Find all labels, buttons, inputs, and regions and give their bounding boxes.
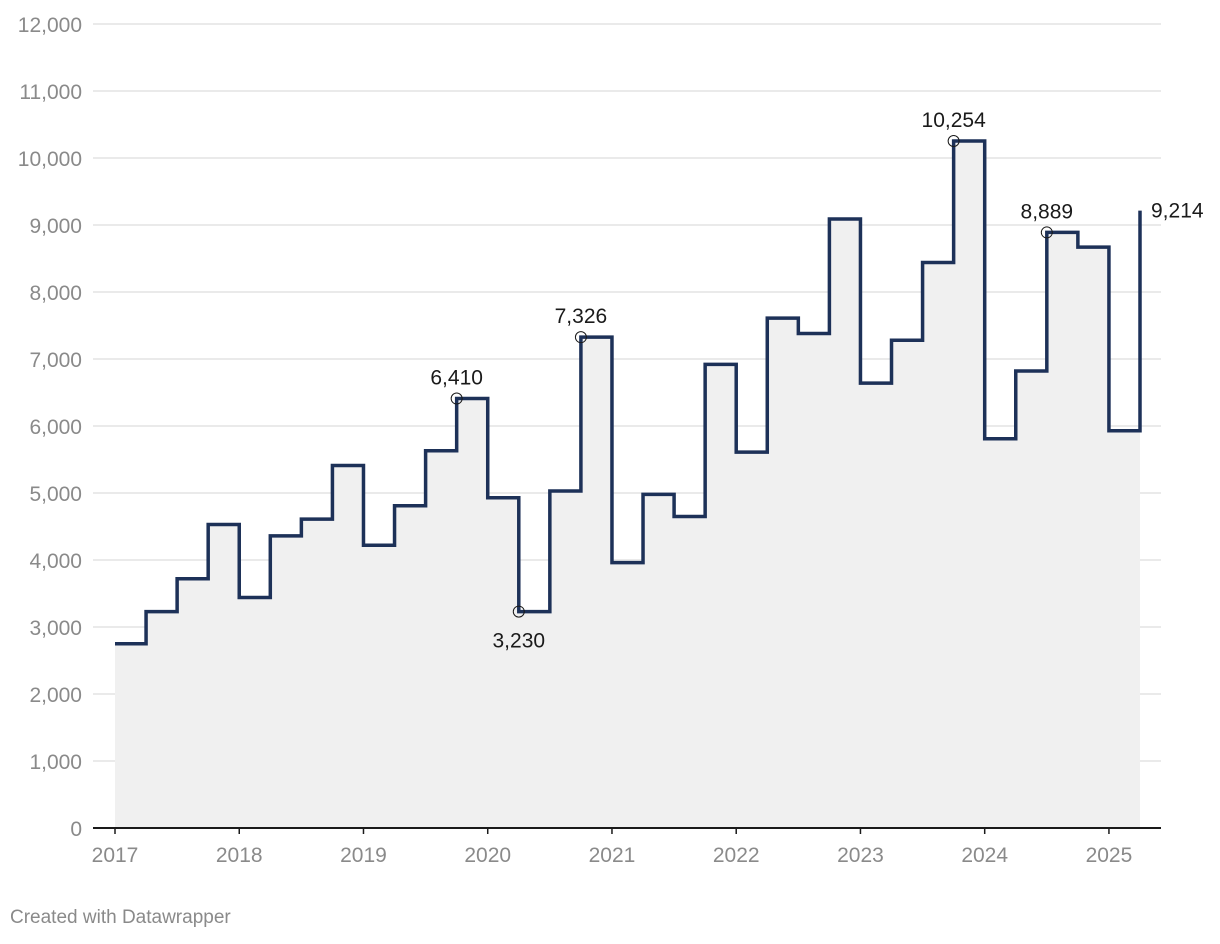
annotation-marker <box>512 605 525 618</box>
annotation-marker <box>574 331 587 344</box>
x-tick-label: 2019 <box>340 844 387 867</box>
y-tick-label: 8,000 <box>29 282 82 305</box>
annotation-marker <box>1040 226 1053 239</box>
annotation-label: 7,326 <box>555 305 608 328</box>
y-tick-label: 4,000 <box>29 550 82 573</box>
series-path <box>115 139 1142 646</box>
x-tick-label: 2025 <box>1086 844 1133 867</box>
x-tick-label: 2022 <box>713 844 760 867</box>
y-tick-label: 5,000 <box>29 483 82 506</box>
y-axis: 0 1,000 2,000 3,000 4,000 5,000 6,000 7,000 8,00… <box>18 14 82 841</box>
footer-credit: Created with Datawrapper <box>10 907 231 928</box>
y-tick-label: 10,000 <box>18 148 82 171</box>
y-tick-label: 0 <box>70 818 82 841</box>
annotation-marker <box>947 134 960 147</box>
annotation-label: 3,230 <box>493 630 546 653</box>
y-tick-label: 3,000 <box>29 617 82 640</box>
step-area-chart: 0 1,000 2,000 3,000 4,000 5,000 6,000 7,000 8,00… <box>18 14 1204 867</box>
area-shape <box>115 140 1140 828</box>
area-fill <box>115 140 1140 828</box>
series-line <box>115 139 1142 646</box>
x-tick-label: 2017 <box>92 844 139 867</box>
y-tick-label: 12,000 <box>18 14 82 37</box>
y-tick-label: 6,000 <box>29 416 82 439</box>
x-tick-label: 2020 <box>464 844 511 867</box>
annotation-label: 9,214 <box>1151 200 1204 223</box>
annotations: 6,410 3,230 7,326 10,254 8,889 9,214 <box>430 109 1203 653</box>
annotation-label: 8,889 <box>1021 200 1074 223</box>
y-tick-label: 1,000 <box>29 751 82 774</box>
y-tick-label: 11,000 <box>19 81 82 104</box>
x-tick-label: 2018 <box>216 844 263 867</box>
y-tick-label: 9,000 <box>29 215 82 238</box>
y-tick-label: 2,000 <box>29 684 82 707</box>
annotation-label: 6,410 <box>430 367 483 390</box>
x-tick-label: 2024 <box>961 844 1008 867</box>
x-tick-label: 2023 <box>837 844 884 867</box>
annotation-marker <box>450 392 463 405</box>
y-tick-label: 7,000 <box>29 349 82 372</box>
x-tick-label: 2021 <box>589 844 636 867</box>
annotation-label: 10,254 <box>922 109 987 132</box>
x-axis: 2017 2018 2019 2020 2021 2022 2023 2024 2025 <box>92 827 1161 867</box>
